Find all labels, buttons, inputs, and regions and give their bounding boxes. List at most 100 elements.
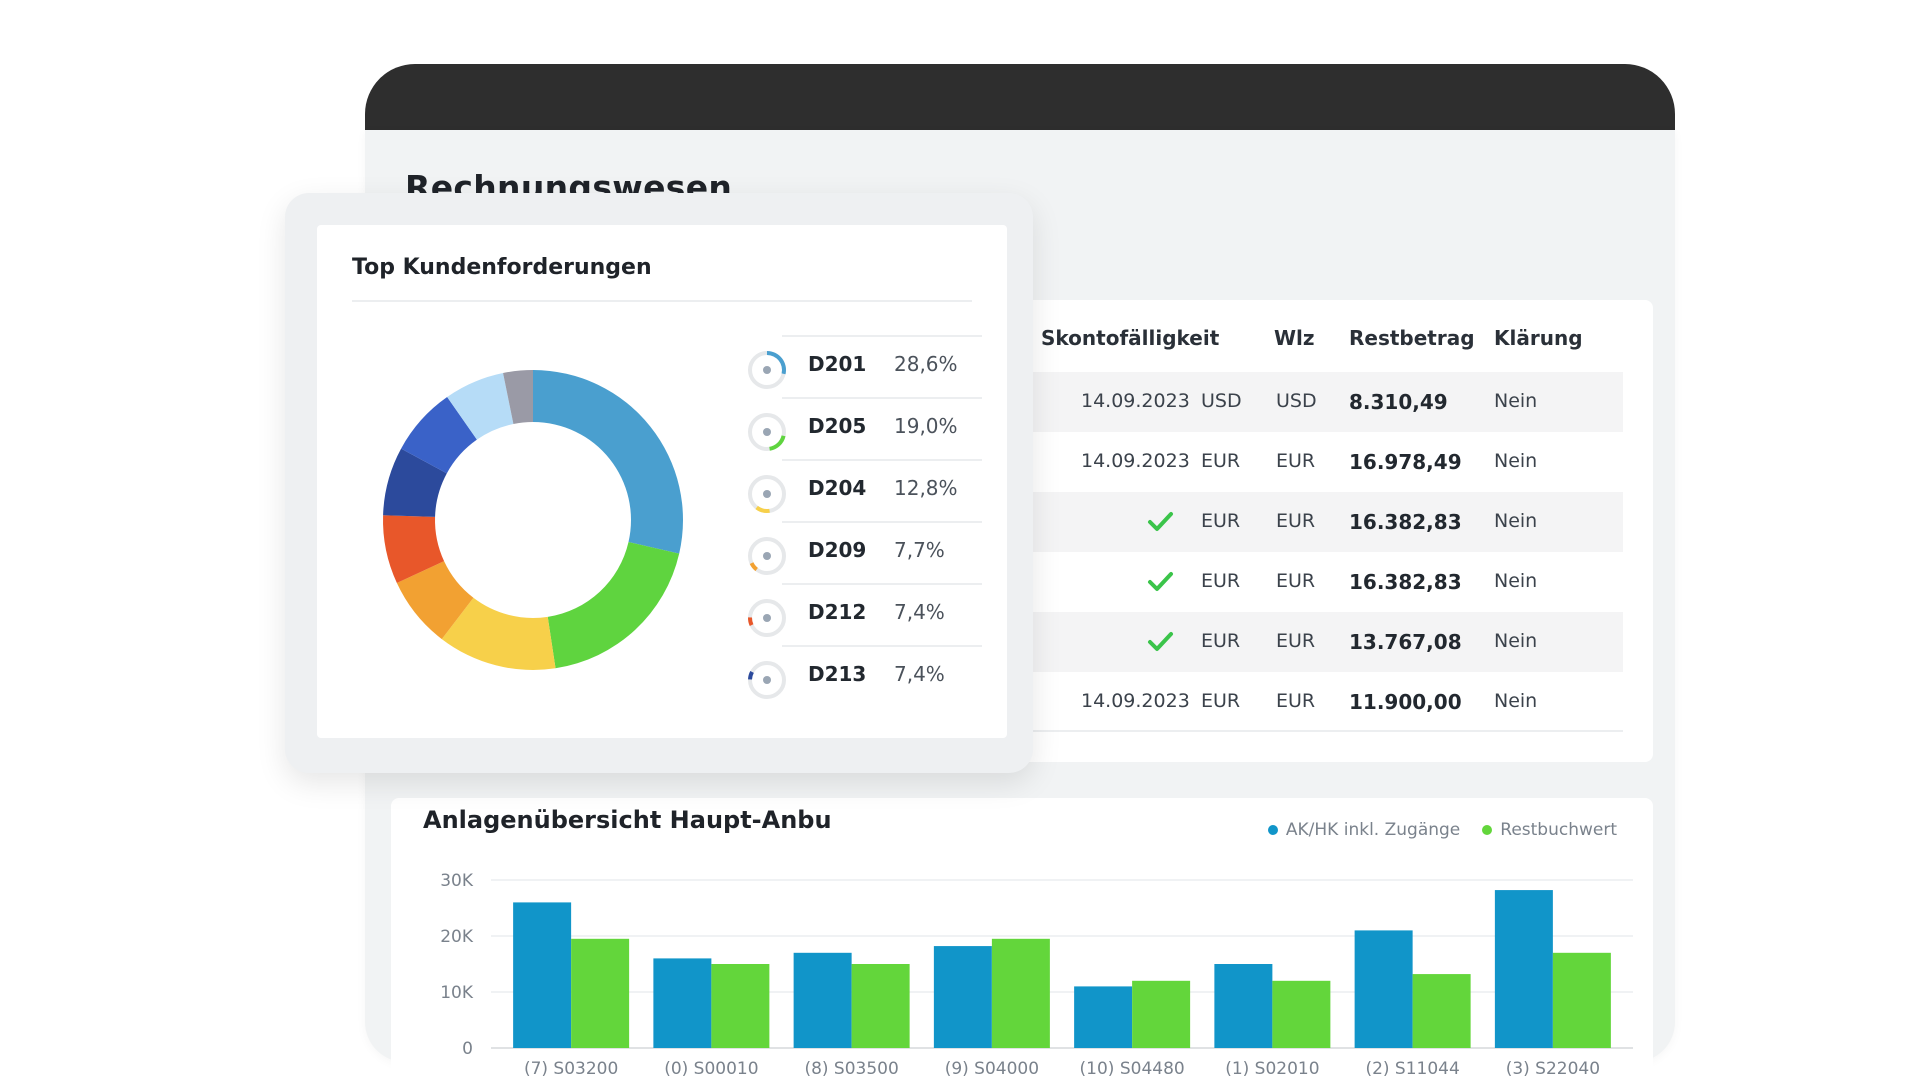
top-receivables-card-frame: Top Kundenforderungen D201 28,6% D205 19…: [285, 193, 1033, 773]
restbetrag-value: 16.382,83: [1349, 510, 1462, 534]
bar-ak-hk[interactable]: [513, 902, 572, 1048]
x-tick-label: (10) S04480: [1080, 1059, 1185, 1079]
y-tick-label: 20K: [440, 927, 474, 947]
divider: [782, 459, 982, 461]
wlz-value: EUR: [1276, 450, 1316, 472]
skonto-date: 14.09.2023: [1081, 450, 1190, 472]
customer-share: 19,0%: [894, 414, 958, 438]
bar-restbuchwert[interactable]: [711, 964, 770, 1048]
klaerung-value: Nein: [1494, 390, 1538, 412]
divider: [352, 300, 972, 302]
bar-restbuchwert[interactable]: [1272, 980, 1331, 1048]
gauge-track: [748, 413, 786, 451]
divider: [782, 397, 982, 399]
legend-row-d204[interactable]: D204 12,8%: [742, 459, 982, 519]
mini-gauge-icon: [748, 599, 786, 637]
gauge-track: [748, 661, 786, 699]
donut-slice-d204[interactable]: [441, 597, 556, 670]
card-title: Top Kundenforderungen: [352, 255, 652, 280]
gauge-arc: [767, 351, 786, 375]
currency: EUR: [1201, 630, 1241, 652]
gauge-arc: [748, 617, 754, 626]
customer-code: D209: [808, 538, 867, 562]
donut-slice-d205[interactable]: [547, 541, 680, 669]
restbetrag-value: 11.900,00: [1349, 690, 1462, 714]
checkmark-icon: [1148, 512, 1173, 531]
receivables-donut-chart: [383, 370, 683, 670]
divider: [782, 645, 982, 647]
customer-share: 28,6%: [894, 352, 958, 376]
donut-slice-d209[interactable]: [396, 561, 474, 640]
legend-item-restbuchwert[interactable]: Restbuchwert: [1482, 820, 1617, 840]
gauge-center-dot: [763, 614, 771, 622]
legend-row-d213[interactable]: D213 7,4%: [742, 645, 982, 705]
donut-slice-other-6[interactable]: [401, 397, 477, 474]
donut-slice-d213[interactable]: [383, 448, 447, 517]
klaerung-value: Nein: [1494, 570, 1538, 592]
legend-row-d205[interactable]: D205 19,0%: [742, 397, 982, 457]
column-header-wlz[interactable]: Wlz: [1274, 326, 1315, 350]
gauge-arc: [755, 505, 770, 513]
klaerung-value: Nein: [1494, 630, 1538, 652]
window-header: [365, 64, 1675, 130]
bar-ak-hk[interactable]: [1074, 986, 1133, 1048]
skonto-date: 14.09.2023: [1081, 390, 1190, 412]
table-row[interactable]: 14.09.2023 EUR EUR 16.978,49 Nein: [391, 432, 1623, 492]
klaerung-value: Nein: [1494, 450, 1538, 472]
currency: EUR: [1201, 570, 1241, 592]
legend-label: Restbuchwert: [1500, 820, 1617, 840]
bar-ak-hk[interactable]: [1214, 964, 1273, 1048]
currency: USD: [1201, 390, 1242, 412]
customer-code: D205: [808, 414, 867, 438]
mini-gauge-icon: [748, 413, 786, 451]
bar-restbuchwert[interactable]: [991, 938, 1050, 1048]
donut-slice-other-8[interactable]: [503, 370, 533, 424]
gauge-center-dot: [763, 366, 771, 374]
column-header-skonto[interactable]: Skontofälligkeit: [1041, 326, 1220, 350]
mini-gauge-icon: [748, 661, 786, 699]
customer-code: D212: [808, 600, 867, 624]
bar-ak-hk[interactable]: [933, 946, 992, 1048]
bar-restbuchwert[interactable]: [571, 938, 630, 1048]
x-tick-label: (8) S03500: [804, 1059, 898, 1079]
column-header-klaerung[interactable]: Klärung: [1494, 326, 1583, 350]
table-row[interactable]: EUR EUR 16.382,83 Nein: [391, 552, 1623, 612]
gauge-center-dot: [763, 676, 771, 684]
checkmark-icon: [1148, 632, 1173, 651]
legend-row-d209[interactable]: D209 7,7%: [742, 521, 982, 581]
column-header-restbetrag[interactable]: Restbetrag: [1349, 326, 1475, 350]
customer-share: 7,7%: [894, 538, 945, 562]
table-header: Skontofälligkeit Wlz Restbetrag Klärung: [391, 300, 1653, 372]
wlz-value: EUR: [1276, 570, 1316, 592]
bar-restbuchwert[interactable]: [1412, 974, 1471, 1048]
top-receivables-card: Top Kundenforderungen D201 28,6% D205 19…: [317, 225, 1007, 738]
bar-ak-hk[interactable]: [1494, 890, 1553, 1048]
donut-slice-other-7[interactable]: [447, 373, 514, 440]
y-tick-label: 10K: [440, 983, 474, 1003]
gauge-center-dot: [763, 428, 771, 436]
legend-label: AK/HK inkl. Zugänge: [1285, 820, 1461, 840]
legend-row-d212[interactable]: D212 7,4%: [742, 583, 982, 643]
y-tick-label: 30K: [440, 871, 474, 891]
legend-dot: [1482, 825, 1493, 835]
bar-restbuchwert[interactable]: [851, 964, 910, 1048]
bar-ak-hk[interactable]: [1354, 930, 1413, 1048]
divider: [782, 521, 982, 523]
donut-slice-d212[interactable]: [383, 515, 445, 584]
donut-slice-d201[interactable]: [533, 370, 683, 554]
bar-ak-hk[interactable]: [793, 952, 852, 1048]
bar-restbuchwert[interactable]: [1552, 952, 1611, 1048]
legend-item-ak-hk[interactable]: AK/HK inkl. Zugänge: [1267, 820, 1461, 840]
legend-dot: [1267, 825, 1278, 835]
wlz-value: USD: [1276, 390, 1317, 412]
legend-row-d201[interactable]: D201 28,6%: [742, 335, 982, 395]
currency: EUR: [1201, 450, 1241, 472]
x-tick-label: (9) S04000: [945, 1059, 1039, 1079]
restbetrag-value: 8.310,49: [1349, 390, 1448, 414]
x-tick-label: (3) S22040: [1506, 1059, 1600, 1079]
bar-ak-hk[interactable]: [653, 958, 712, 1048]
customer-share: 12,8%: [894, 476, 958, 500]
bar-restbuchwert[interactable]: [1132, 980, 1191, 1048]
divider: [782, 583, 982, 585]
customer-share: 7,4%: [894, 600, 945, 624]
